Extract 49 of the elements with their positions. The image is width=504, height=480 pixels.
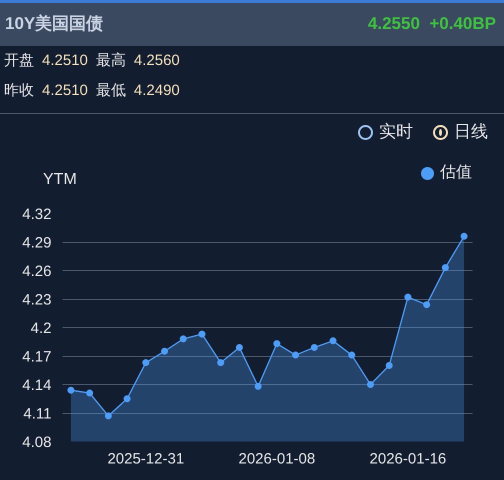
text: 最高 (96, 52, 126, 69)
x-tick-label: 2025-12-31 (107, 450, 184, 468)
text: 实时 (379, 120, 413, 143)
point (386, 362, 393, 369)
text: 4.2510 (42, 82, 88, 99)
point (124, 395, 131, 402)
point (310, 344, 318, 351)
point (460, 232, 468, 240)
point (348, 352, 356, 359)
point (180, 335, 187, 342)
chart-subtitle: 4.2550 +0.40BP (368, 13, 496, 36)
point (217, 359, 224, 366)
legend-item: 估值 (421, 162, 472, 185)
point (273, 340, 280, 348)
text: 4.2560 (134, 52, 180, 69)
chart-title: 10Y美国国债 (5, 13, 104, 36)
point (292, 352, 300, 359)
text: 4.2490 (134, 82, 180, 99)
text: 日线 (454, 120, 488, 143)
y-tick-label: 4.26 (22, 263, 52, 280)
point (198, 330, 206, 338)
text: 4.2510 (42, 52, 88, 69)
y-tick-label: 4.11 (23, 406, 52, 422)
legend-label: 估值 (440, 163, 472, 183)
point (366, 381, 374, 388)
text: 最低 (96, 82, 126, 99)
text: 开盘 (4, 52, 34, 69)
point (104, 412, 112, 420)
point (404, 294, 412, 301)
point (330, 337, 337, 344)
y-tick-label: 4.14 (22, 377, 52, 394)
y-tick-label: 4.17 (22, 348, 52, 366)
y-tick-label: 4.32 (22, 206, 52, 223)
y-tick-label: 4.29 (22, 234, 52, 252)
point (161, 348, 168, 355)
point (442, 264, 449, 272)
y-tick-label: 4.23 (22, 292, 52, 308)
text: 昨收 (4, 82, 34, 99)
x-tick-label: 2026-01-16 (370, 450, 446, 468)
y-tick-label: 4.08 (22, 434, 52, 451)
point (67, 386, 74, 394)
point (236, 344, 243, 351)
point (86, 390, 94, 397)
point (142, 359, 150, 366)
y-tick-label: 4.2 (30, 320, 52, 337)
point (423, 301, 430, 308)
y-axis-title: YTM (43, 170, 77, 190)
x-tick-label: 2026-01-08 (238, 450, 316, 468)
point (254, 382, 262, 390)
